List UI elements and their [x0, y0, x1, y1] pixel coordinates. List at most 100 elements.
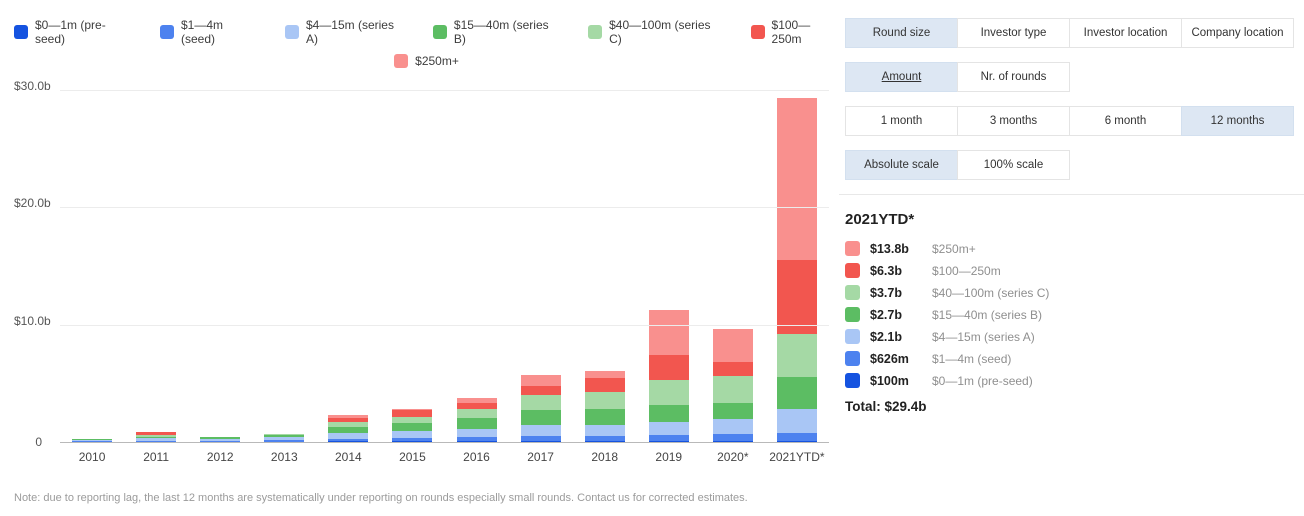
bar-segment-4-15m-series-a[interactable] — [392, 430, 433, 438]
tab-3-months[interactable]: 3 months — [957, 106, 1070, 136]
tab-investor-type[interactable]: Investor type — [957, 18, 1070, 48]
bar-segment-40-100m-series-c[interactable] — [456, 408, 497, 419]
bar-segment-40-100m-series-c[interactable] — [136, 435, 177, 437]
bar-segment-40-100m-series-c[interactable] — [648, 379, 689, 406]
bar-segment-0-1m-pre-seed[interactable] — [328, 441, 369, 442]
bar-segment-4-15m-series-a[interactable] — [72, 439, 113, 442]
bar-segment-250m[interactable] — [776, 97, 817, 260]
bar-segment-15-40m-series-b[interactable] — [264, 435, 305, 438]
bar-segment-1-4m-seed[interactable] — [200, 440, 241, 442]
legend-item-1-4m-seed[interactable]: $1—4m (seed) — [160, 18, 259, 46]
legend-item-250m[interactable]: $250m+ — [394, 54, 459, 68]
bar-segment-0-1m-pre-seed[interactable] — [520, 440, 561, 442]
bar-2014[interactable] — [328, 415, 369, 442]
bar-segment-100-250m[interactable] — [712, 361, 753, 376]
bar-segment-1-4m-seed[interactable] — [776, 433, 817, 441]
bar-segment-1-4m-seed[interactable] — [72, 441, 113, 442]
bar-segment-0-1m-pre-seed[interactable] — [584, 440, 625, 442]
bar-segment-250m[interactable] — [584, 370, 625, 378]
bar-segment-1-4m-seed[interactable] — [264, 440, 305, 442]
bar-segment-15-40m-series-b[interactable] — [584, 409, 625, 425]
bar-segment-100-250m[interactable] — [648, 354, 689, 380]
bar-segment-15-40m-series-b[interactable] — [136, 436, 177, 439]
bar-segment-15-40m-series-b[interactable] — [72, 438, 113, 440]
legend-item-15-40m-series-b[interactable]: $15—40m (series B) — [432, 18, 562, 46]
tab-investor-location[interactable]: Investor location — [1069, 18, 1182, 48]
bar-segment-15-40m-series-b[interactable] — [200, 437, 241, 440]
bar-segment-250m[interactable] — [392, 409, 433, 411]
bar-segment-40-100m-series-c[interactable] — [584, 391, 625, 410]
bar-segment-0-1m-pre-seed[interactable] — [392, 441, 433, 442]
bar-2010[interactable] — [72, 438, 113, 442]
bar-segment-0-1m-pre-seed[interactable] — [776, 440, 817, 442]
bar-segment-4-15m-series-a[interactable] — [200, 439, 241, 441]
bar-segment-0-1m-pre-seed[interactable] — [648, 440, 689, 442]
bar-2012[interactable] — [200, 436, 241, 442]
bar-segment-1-4m-seed[interactable] — [712, 434, 753, 441]
bar-segment-250m[interactable] — [456, 398, 497, 403]
bar-segment-4-15m-series-a[interactable] — [456, 428, 497, 437]
legend-item-0-1m-pre-seed[interactable]: $0—1m (pre-seed) — [14, 18, 134, 46]
bar-segment-4-15m-series-a[interactable] — [328, 432, 369, 439]
bar-segment-15-40m-series-b[interactable] — [328, 426, 369, 433]
bar-segment-250m[interactable] — [648, 310, 689, 355]
bar-segment-100-250m[interactable] — [136, 432, 177, 436]
bar-2017[interactable] — [520, 375, 561, 442]
tab-nr-of-rounds[interactable]: Nr. of rounds — [957, 62, 1070, 92]
bar-segment-4-15m-series-a[interactable] — [264, 437, 305, 441]
bar-segment-4-15m-series-a[interactable] — [520, 424, 561, 437]
legend-item-100-250m[interactable]: $100—250m — [750, 18, 839, 46]
bar-segment-15-40m-series-b[interactable] — [648, 405, 689, 422]
bar-segment-15-40m-series-b[interactable] — [392, 422, 433, 431]
bar-segment-1-4m-seed[interactable] — [584, 436, 625, 441]
bar-segment-0-1m-pre-seed[interactable] — [712, 440, 753, 442]
bar-segment-100-250m[interactable] — [520, 385, 561, 396]
bar-segment-40-100m-series-c[interactable] — [712, 375, 753, 403]
bar-segment-1-4m-seed[interactable] — [520, 436, 561, 441]
bar-segment-100-250m[interactable] — [456, 402, 497, 409]
bar-segment-40-100m-series-c[interactable] — [520, 395, 561, 411]
bar-segment-1-4m-seed[interactable] — [136, 440, 177, 442]
bar-segment-250m[interactable] — [520, 375, 561, 386]
bar-segment-40-100m-series-c[interactable] — [392, 416, 433, 423]
legend-item-4-15m-series-a[interactable]: $4—15m (series A) — [284, 18, 407, 46]
bar-segment-4-15m-series-a[interactable] — [712, 419, 753, 435]
bar-segment-1-4m-seed[interactable] — [392, 437, 433, 442]
bar-segment-100-250m[interactable] — [392, 410, 433, 417]
bar-2021ytd[interactable] — [776, 97, 817, 442]
bar-2015[interactable] — [392, 409, 433, 442]
bar-segment-4-15m-series-a[interactable] — [136, 438, 177, 441]
tab-12-months[interactable]: 12 months — [1181, 106, 1294, 136]
bar-segment-100-250m[interactable] — [776, 259, 817, 334]
tab-6-month[interactable]: 6 month — [1069, 106, 1182, 136]
bar-2016[interactable] — [456, 398, 497, 442]
bar-segment-1-4m-seed[interactable] — [648, 434, 689, 441]
tab-company-location[interactable]: Company location — [1181, 18, 1294, 48]
bar-segment-15-40m-series-b[interactable] — [520, 410, 561, 425]
bar-segment-250m[interactable] — [712, 328, 753, 362]
bar-2013[interactable] — [264, 433, 305, 442]
bar-segment-15-40m-series-b[interactable] — [712, 402, 753, 420]
legend-item-40-100m-series-c[interactable]: $40—100m (series C) — [588, 18, 724, 46]
bar-segment-1-4m-seed[interactable] — [328, 438, 369, 442]
bar-segment-0-1m-pre-seed[interactable] — [456, 441, 497, 442]
bar-segment-15-40m-series-b[interactable] — [456, 418, 497, 429]
bar-segment-40-100m-series-c[interactable] — [264, 433, 305, 436]
bar-segment-40-100m-series-c[interactable] — [200, 436, 241, 438]
tab-round-size[interactable]: Round size — [845, 18, 958, 48]
bar-segment-4-15m-series-a[interactable] — [648, 421, 689, 435]
bar-segment-4-15m-series-a[interactable] — [584, 424, 625, 437]
bar-segment-100-250m[interactable] — [328, 418, 369, 422]
bar-2011[interactable] — [136, 432, 177, 442]
bar-2019[interactable] — [648, 310, 689, 442]
bar-segment-40-100m-series-c[interactable] — [328, 421, 369, 427]
tab-1-month[interactable]: 1 month — [845, 106, 958, 136]
bar-segment-15-40m-series-b[interactable] — [776, 377, 817, 409]
tab-absolute-scale[interactable]: Absolute scale — [845, 150, 958, 180]
bar-segment-1-4m-seed[interactable] — [456, 436, 497, 442]
tab-amount[interactable]: Amount — [845, 62, 958, 92]
bar-2018[interactable] — [584, 370, 625, 442]
tab-100-scale[interactable]: 100% scale — [957, 150, 1070, 180]
bar-segment-100-250m[interactable] — [584, 377, 625, 392]
bar-segment-40-100m-series-c[interactable] — [776, 333, 817, 378]
